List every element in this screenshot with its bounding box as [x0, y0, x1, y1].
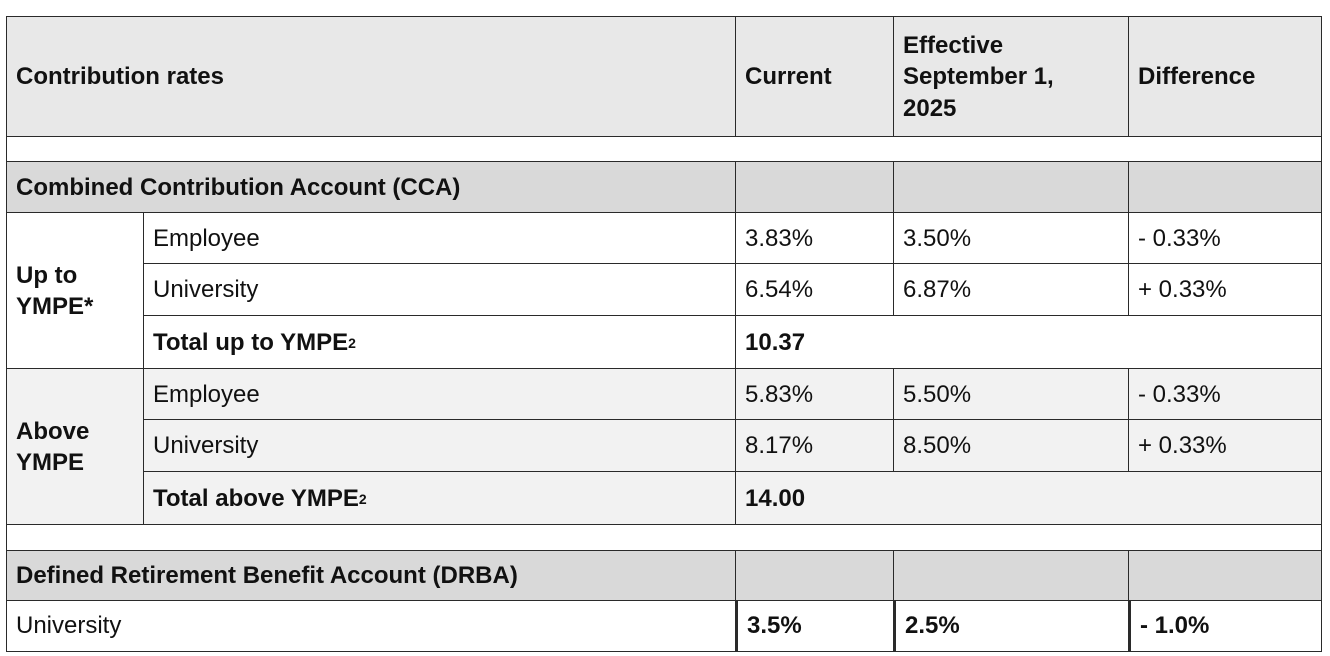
header-current: Current [735, 16, 895, 138]
drba-section-current [735, 550, 895, 602]
up-university-current: 6.54% [735, 263, 895, 317]
spacer-row-2 [6, 524, 1322, 552]
up-total-value: 10.37 [735, 315, 1322, 370]
header-effective-line2: September 1, [903, 63, 1054, 91]
above-university-label: University [143, 419, 737, 473]
drba-section-difference [1128, 550, 1322, 602]
up-employee-label: Employee [143, 212, 737, 265]
up-university-difference: + 0.33% [1128, 263, 1322, 317]
up-university-label: University [143, 263, 737, 317]
header-difference: Difference [1128, 16, 1322, 138]
above-total-value: 14.00 [735, 471, 1322, 526]
above-university-difference: + 0.33% [1128, 419, 1322, 473]
drba-section-effective [893, 550, 1130, 602]
header-effective-line1: Effective [903, 32, 1004, 60]
above-employee-effective: 5.50% [893, 368, 1130, 421]
cca-section-title: Combined Contribution Account (CCA) [6, 161, 737, 214]
cca-section-effective [893, 161, 1130, 214]
up-total-label: Total up to YMPE 2 [143, 315, 737, 370]
drba-university-difference: - 1.0% [1128, 600, 1322, 652]
above-university-current: 8.17% [735, 419, 895, 473]
contribution-rates-table: Contribution rates Current Effective Sep… [6, 16, 1322, 652]
drba-university-current: 3.5% [735, 600, 895, 652]
spacer-row [6, 136, 1322, 163]
up-to-ympe-line1: Up to [16, 261, 78, 289]
up-employee-current: 3.83% [735, 212, 895, 265]
up-to-ympe-group: Up to YMPE* [6, 212, 145, 370]
above-ympe-line1: Above [16, 417, 90, 445]
up-to-ympe-line2: YMPE* [16, 293, 94, 320]
header-effective-line3: 2025 [903, 94, 957, 122]
cca-section-difference [1128, 161, 1322, 214]
above-ympe-group: Above YMPE [6, 368, 145, 526]
above-total-label-text: Total above YMPE [153, 484, 359, 512]
above-employee-current: 5.83% [735, 368, 895, 421]
cca-section-current [735, 161, 895, 214]
drba-university-label: University [6, 600, 737, 652]
up-university-effective: 6.87% [893, 263, 1130, 317]
up-employee-effective: 3.50% [893, 212, 1130, 265]
header-contribution-rates: Contribution rates [6, 16, 737, 138]
up-total-label-text: Total up to YMPE [153, 328, 349, 356]
above-employee-label: Employee [143, 368, 737, 421]
up-employee-difference: - 0.33% [1128, 212, 1322, 265]
above-university-effective: 8.50% [893, 419, 1130, 473]
above-total-label: Total above YMPE 2 [143, 471, 737, 526]
drba-university-effective: 2.5% [893, 600, 1130, 652]
above-employee-difference: - 0.33% [1128, 368, 1322, 421]
above-ympe-line2: YMPE [16, 449, 85, 476]
header-effective: Effective September 1, 2025 [893, 16, 1130, 138]
drba-section-title: Defined Retirement Benefit Account (DRBA… [6, 550, 737, 602]
